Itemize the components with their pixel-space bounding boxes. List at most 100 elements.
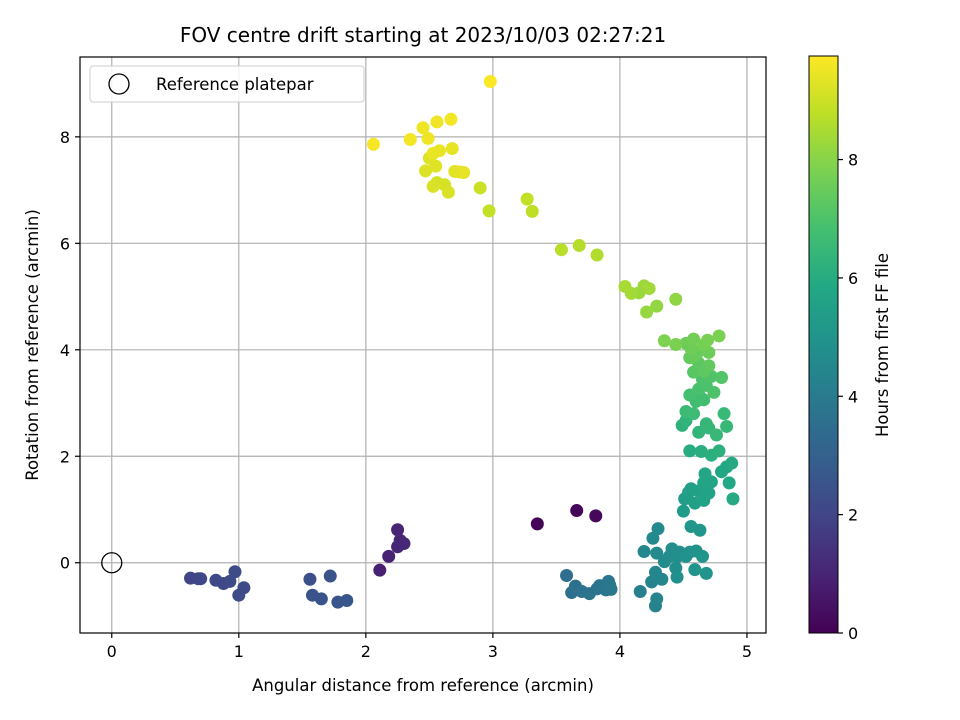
data-point xyxy=(618,279,632,293)
data-point xyxy=(416,121,430,135)
data-point xyxy=(482,204,496,218)
y-tick-label: 8 xyxy=(60,128,70,147)
data-point xyxy=(699,417,713,431)
data-point xyxy=(707,385,721,399)
x-tick-label: 4 xyxy=(615,642,625,661)
data-point xyxy=(604,582,618,596)
data-point xyxy=(373,563,387,577)
data-points xyxy=(184,74,740,613)
data-point xyxy=(444,112,458,126)
data-point xyxy=(572,238,586,252)
data-point xyxy=(570,504,584,518)
data-point xyxy=(457,166,471,180)
data-point xyxy=(223,574,237,588)
data-point xyxy=(525,204,539,218)
colorbar-tick-label: 0 xyxy=(848,624,858,643)
colorbar-tick-label: 8 xyxy=(848,151,858,170)
data-point xyxy=(430,115,444,129)
data-point xyxy=(441,185,455,199)
legend: Reference platepar xyxy=(89,65,365,103)
y-tick-label: 2 xyxy=(60,447,70,466)
data-point xyxy=(397,537,411,551)
data-point xyxy=(391,523,405,537)
data-point xyxy=(715,370,729,384)
data-point xyxy=(419,164,433,178)
data-point xyxy=(692,425,706,439)
data-point xyxy=(530,517,544,531)
data-point xyxy=(560,569,574,583)
data-point xyxy=(648,565,662,579)
colorbar-tick-label: 2 xyxy=(848,506,858,525)
data-point xyxy=(698,467,712,481)
data-point xyxy=(688,563,702,577)
data-point xyxy=(421,131,435,145)
data-point xyxy=(669,337,683,351)
x-axis-label: Angular distance from reference (arcmin) xyxy=(252,676,594,695)
colorbar-label: Hours from first FF file xyxy=(873,253,892,437)
reference-point xyxy=(101,552,123,574)
data-point xyxy=(314,592,328,606)
data-point xyxy=(701,333,715,347)
data-point xyxy=(228,565,242,579)
data-point xyxy=(725,456,739,470)
data-point xyxy=(651,522,665,536)
x-tick-label: 5 xyxy=(742,642,752,661)
data-point xyxy=(697,393,711,407)
data-point xyxy=(726,492,740,506)
data-point xyxy=(303,572,317,586)
data-point xyxy=(699,566,713,580)
data-point xyxy=(717,407,731,421)
data-point xyxy=(340,594,354,608)
legend-label-reference: Reference platepar xyxy=(156,75,314,94)
data-point xyxy=(650,546,664,560)
data-point xyxy=(366,137,380,151)
data-point xyxy=(590,248,604,262)
data-point xyxy=(676,504,690,518)
data-point xyxy=(633,584,647,598)
data-point xyxy=(712,329,726,343)
data-point xyxy=(702,359,716,373)
x-axis: 0 1 2 3 4 5 xyxy=(107,633,752,661)
plot-area: 0 1 2 3 4 5 0 2 4 6 8 xyxy=(60,56,767,661)
data-point xyxy=(709,428,723,442)
data-point xyxy=(426,146,440,160)
data-point xyxy=(483,74,497,88)
data-point xyxy=(403,133,417,147)
data-point xyxy=(657,334,671,348)
y-axis-label: Rotation from reference (arcmin) xyxy=(23,209,42,481)
data-point xyxy=(650,592,664,606)
y-axis: 0 2 4 6 8 xyxy=(60,128,80,573)
data-point xyxy=(640,305,654,319)
data-point xyxy=(520,192,534,206)
colorbar-tick-label: 4 xyxy=(848,387,858,406)
x-tick-label: 1 xyxy=(234,642,244,661)
data-point xyxy=(722,476,736,490)
legend-box xyxy=(89,65,365,103)
data-point xyxy=(473,181,487,195)
data-point xyxy=(695,549,709,563)
chart-title: FOV centre drift starting at 2023/10/03 … xyxy=(180,23,666,47)
legend-marker-reference xyxy=(108,73,130,95)
x-tick-label: 3 xyxy=(488,642,498,661)
x-tick-label: 2 xyxy=(361,642,371,661)
data-point xyxy=(589,509,603,523)
colorbar: 0 2 4 6 8 Hours from first FF file xyxy=(808,55,892,643)
y-tick-label: 6 xyxy=(60,234,70,253)
axes-frame xyxy=(79,56,767,634)
data-point xyxy=(237,581,251,595)
data-point xyxy=(669,292,683,306)
y-tick-label: 0 xyxy=(60,554,70,573)
data-point xyxy=(323,569,337,583)
data-point xyxy=(650,299,664,313)
data-point xyxy=(694,444,708,458)
data-point xyxy=(554,243,568,257)
data-point xyxy=(642,282,656,296)
colorbar-tick-label: 6 xyxy=(848,269,858,288)
data-point xyxy=(687,332,701,346)
data-point xyxy=(670,570,684,584)
y-tick-label: 4 xyxy=(60,341,70,360)
data-point xyxy=(684,520,698,534)
x-tick-label: 0 xyxy=(107,642,117,661)
data-point xyxy=(702,486,716,500)
